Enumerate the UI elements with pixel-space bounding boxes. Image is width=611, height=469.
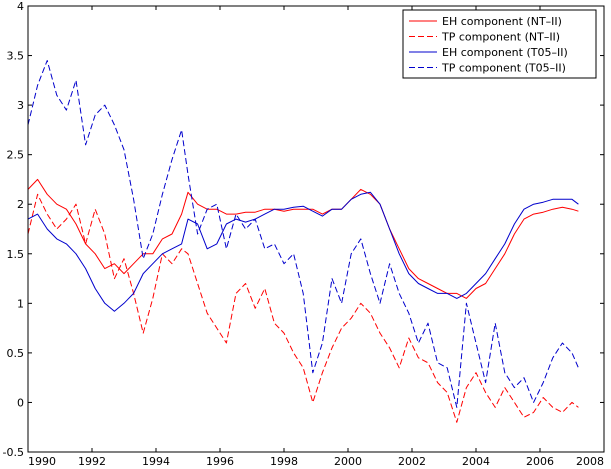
x-tick-label: 1998: [270, 455, 298, 468]
y-tick-label: 0: [17, 396, 24, 409]
y-tick-label: 3.5: [7, 50, 25, 63]
series-line-3: [27, 60, 579, 408]
legend-label-3: TP component (T05–II): [441, 62, 566, 75]
x-tick-label: 1994: [142, 455, 170, 468]
y-tick-label: 1: [17, 297, 24, 310]
x-tick-label: 1992: [78, 455, 106, 468]
legend-label-2: EH component (T05–II): [442, 46, 568, 59]
x-tick-label: 1996: [206, 455, 234, 468]
axes-layer: 1990 1992 1994 1996 1998 2000 2002 2004 2006 2008…: [3, 0, 605, 468]
x-tick-label: 2008: [576, 455, 604, 468]
x-tick-label: 2006: [526, 455, 554, 468]
y-tick-label: 2: [17, 198, 24, 211]
series-line-1: [27, 193, 579, 423]
y-tick-label: -0.5: [3, 446, 24, 459]
x-tick-label: 2004: [462, 455, 490, 468]
y-tick-label: 1.5: [7, 248, 25, 261]
legend: EH component (NT–II) TP component (NT–II)…: [402, 9, 597, 79]
y-tick-label: 2.5: [7, 149, 25, 162]
y-tick-label: 4: [17, 0, 24, 13]
series-line-2: [27, 191, 579, 312]
y-tick-label: 0.5: [7, 347, 25, 360]
legend-label-0: EH component (NT–II): [442, 15, 562, 28]
plot-area-frame: [27, 5, 605, 453]
x-tick-label: 2000: [334, 455, 362, 468]
y-tick-label: 3: [17, 99, 24, 112]
series-line-0: [27, 178, 579, 299]
legend-label-1: TP component (NT–II): [441, 31, 560, 44]
series-layer: [27, 60, 579, 423]
x-tick-label: 1990: [28, 455, 56, 468]
x-tick-label: 2002: [398, 455, 426, 468]
